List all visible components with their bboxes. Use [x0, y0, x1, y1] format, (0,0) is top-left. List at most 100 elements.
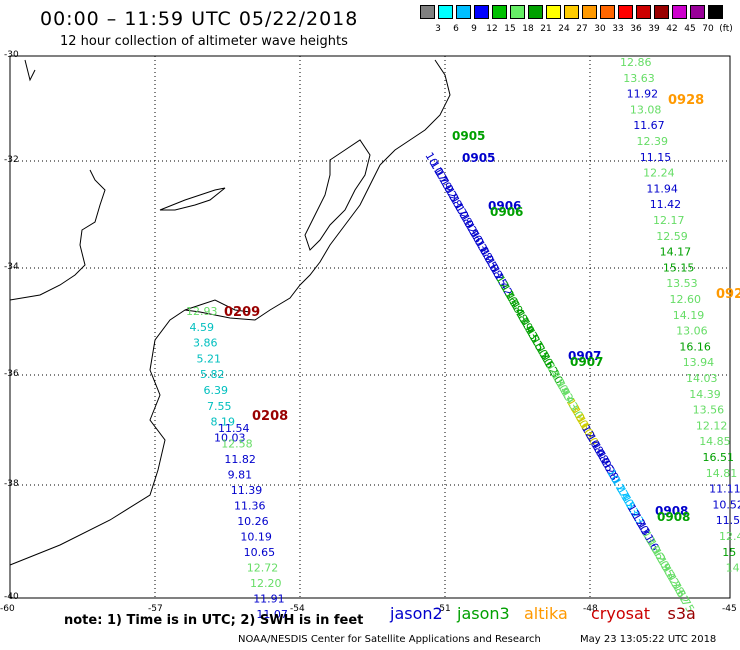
- lat-label: -36: [4, 369, 19, 379]
- wave-height-value: 10.52: [712, 498, 740, 511]
- wave-height-value: 11.39: [231, 484, 262, 497]
- wave-height-value: 12.4: [719, 530, 740, 543]
- wave-height-value: 12.93: [186, 305, 218, 318]
- wave-height-value: 14.85: [699, 435, 731, 448]
- scale-swatch: [420, 5, 435, 19]
- wave-height-value: 13.63: [623, 72, 655, 85]
- map-frame: [9, 55, 731, 599]
- lon-label: -48: [583, 604, 598, 614]
- wave-height-value: 3.86: [193, 337, 218, 350]
- wave-height-value: 8.19: [211, 416, 236, 429]
- wave-height-value: 12.58: [221, 438, 253, 451]
- lon-label: -57: [148, 604, 163, 614]
- pass-label: 0907: [570, 355, 603, 369]
- wave-height-value: 12.60: [670, 293, 702, 306]
- wave-height-value: 10.26: [237, 515, 269, 528]
- wave-height-value: 15.15: [663, 261, 695, 274]
- wave-height-value: 12.17: [653, 214, 685, 227]
- wave-height-value: 11.54: [218, 422, 250, 435]
- wave-height-value: 13.06: [676, 325, 708, 338]
- wave-height-value: 11.07: [256, 608, 288, 621]
- scale-tick: 27: [576, 24, 588, 34]
- wave-height-value: 11.42: [650, 198, 682, 211]
- scale-tick: 24: [558, 24, 570, 34]
- wave-height-value: 16.16: [679, 340, 711, 353]
- legend-item-jason2: jason2: [390, 604, 443, 623]
- scale-tick: 33: [612, 24, 624, 34]
- pass-label: 0907: [568, 349, 601, 363]
- wave-height-value: 14.39: [689, 388, 721, 401]
- scale-tick: 36: [630, 24, 642, 34]
- wave-height-value: 11.36: [234, 500, 266, 513]
- pass-label: 0908: [655, 504, 688, 518]
- scale-tick: 45: [684, 24, 696, 34]
- wave-height-value: 12.20: [250, 577, 282, 590]
- lon-label: -60: [0, 604, 15, 614]
- legend-item-jason3: jason3: [457, 604, 510, 623]
- wave-height-value: 14.03: [686, 372, 718, 385]
- graticule: [10, 56, 730, 598]
- pass-label: 0905: [462, 151, 495, 165]
- pass-label: 0209: [224, 305, 260, 320]
- wave-height-value: 11.5: [716, 514, 740, 527]
- wave-height-value: 6.39: [204, 384, 229, 397]
- wave-height-value: 12.72: [247, 562, 278, 575]
- pass-label: 0928: [668, 93, 704, 108]
- scale-swatch: [474, 5, 489, 19]
- scale-tick: (ft): [719, 24, 733, 34]
- scale-swatch: [708, 5, 723, 19]
- lat-label: -40: [4, 592, 19, 602]
- wave-height-value: 12.12: [696, 419, 728, 432]
- wave-height-value: 11.67: [633, 119, 665, 132]
- wave-height-value: 11.15: [640, 151, 672, 164]
- wave-height-value: 14.17: [660, 246, 692, 259]
- wave-height-value: 11.82: [224, 453, 256, 466]
- pass-label: 0905: [452, 129, 485, 143]
- scale-swatch: [492, 5, 507, 19]
- wave-height-value: 12.86: [620, 56, 652, 69]
- wave-height-value: 5.21: [197, 352, 222, 365]
- scale-swatch: [564, 5, 579, 19]
- wave-height-value: 13.53: [666, 277, 698, 290]
- wave-height-value: 14: [726, 562, 740, 575]
- wave-height-value: 13.56: [693, 404, 725, 417]
- wave-height-value: 10.03: [214, 431, 246, 444]
- scale-swatch: [528, 5, 543, 19]
- scale-swatch: [456, 5, 471, 19]
- scale-tick: 12: [486, 24, 498, 34]
- scale-tick: 42: [666, 24, 678, 34]
- data-overlay: 12.86 13.63 11.92 13.08 11.67 12.39 11.15 12.24…: [186, 56, 740, 621]
- wave-height-value: 14.19: [673, 309, 705, 322]
- scale-swatch: [438, 5, 453, 19]
- legend-item-cryosat: cryosat: [591, 604, 651, 623]
- scale-swatch: [510, 5, 525, 19]
- scale-tick: 70: [702, 24, 714, 34]
- scale-tick: 18: [522, 24, 534, 34]
- wave-height-value: 11.94: [646, 182, 678, 195]
- map-subtitle: 12 hour collection of altimeter wave hei…: [60, 34, 348, 49]
- lat-label: -30: [4, 50, 19, 60]
- wave-height-value: 9.81: [228, 469, 253, 482]
- lon-label: -54: [290, 604, 305, 614]
- wave-height-value: 11.11: [709, 483, 740, 496]
- scale-swatch: [636, 5, 651, 19]
- scale-tick: 9: [471, 24, 477, 34]
- scale-tick: 39: [648, 24, 660, 34]
- wave-height-value: 12.24: [643, 167, 675, 180]
- footer-note: note: 1) Time is in UTC; 2) SWH is in fe…: [64, 613, 364, 628]
- wave-height-value: 11.92: [627, 88, 659, 101]
- pass-label: 0906: [490, 205, 523, 219]
- pass-label: 0208: [252, 409, 288, 424]
- coastline: [9, 59, 451, 566]
- map-title: 00:00 – 11:59 UTC 05/22/2018: [40, 8, 359, 30]
- wave-height-value: 7.55: [207, 400, 232, 413]
- wave-height-value: 10.65: [244, 546, 276, 559]
- scale-swatch: [690, 5, 705, 19]
- wave-height-value: 15: [722, 546, 736, 559]
- scale-tick: 30: [594, 24, 606, 34]
- scale-swatch: [582, 5, 597, 19]
- lon-label: -51: [436, 604, 451, 614]
- wave-height-value: 16.51: [703, 451, 735, 464]
- scale-swatch: [546, 5, 561, 19]
